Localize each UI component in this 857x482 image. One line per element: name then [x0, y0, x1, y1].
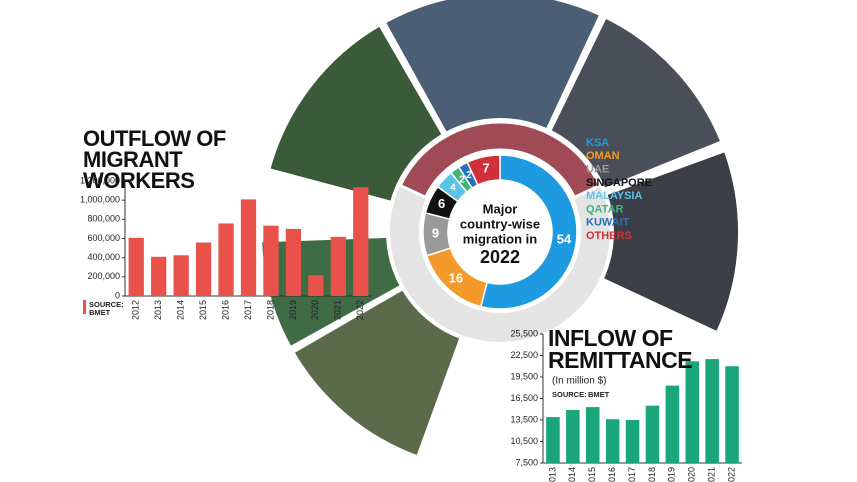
y-tick-label: 600,000 [87, 233, 120, 243]
legend-entry: QATAR [586, 203, 624, 215]
bar [546, 417, 560, 463]
x-tick-label: 2016 [607, 467, 617, 482]
x-tick-label: 2021 [707, 467, 717, 482]
x-tick-label: 2020 [687, 467, 697, 482]
x-tick-label: 2015 [198, 300, 208, 320]
bar [585, 407, 600, 463]
bar [625, 420, 640, 463]
legend-entry: SINGAPORE [586, 177, 652, 189]
bar [665, 385, 680, 463]
x-tick-label: 2019 [667, 467, 677, 482]
bar [195, 242, 212, 296]
x-tick-label: 2017 [243, 300, 253, 320]
source-marker [83, 300, 86, 314]
y-tick-label: 1,000,000 [80, 195, 120, 205]
bar [263, 225, 279, 296]
y-tick-label: 19,500 [510, 371, 538, 381]
x-tick-label: 2012 [131, 300, 141, 320]
segment-label: 9 [432, 225, 439, 240]
x-tick-label: 2017 [627, 467, 637, 482]
y-tick-label: 200,000 [87, 271, 120, 281]
y-tick-label: 25,500 [510, 328, 538, 338]
y-tick-label: 22,500 [510, 350, 538, 360]
y-tick-label: 1,200,000 [80, 175, 120, 185]
bar [685, 361, 700, 463]
source: BMET [588, 390, 610, 399]
x-tick-label: 2018 [265, 300, 275, 320]
source-label: SOURCE: [89, 300, 124, 309]
segment-label: 2 [459, 174, 465, 185]
x-tick-label: 2021 [333, 300, 343, 320]
legend-entry: OMAN [586, 150, 620, 162]
photo [598, 147, 742, 337]
photo [398, 120, 602, 200]
y-tick-label: 800,000 [87, 214, 120, 224]
y-tick-label: 13,500 [510, 414, 538, 424]
x-tick-label: 2013 [547, 467, 557, 482]
legend-entry: UAE [586, 164, 609, 176]
bar [330, 236, 346, 296]
outflow-title: OUTFLOW OF MIGRANT WORKERS [83, 126, 226, 193]
bar [705, 359, 719, 463]
y-tick-label: 10,500 [510, 436, 538, 446]
bar [128, 237, 144, 296]
x-tick-label: 2013 [153, 300, 163, 320]
x-tick-label: 2015 [587, 467, 597, 482]
bar [725, 366, 739, 463]
legend-entry: OTHERS [586, 230, 632, 242]
donut-segment [466, 154, 501, 186]
bar [645, 405, 660, 463]
bar [308, 275, 324, 296]
legend-entry: KUWAIT [586, 217, 630, 229]
bar [285, 228, 302, 296]
legend-entry: MALAYSIA [586, 190, 642, 202]
y-tick-label: 0 [115, 290, 120, 300]
x-tick-label: 2014 [567, 467, 577, 482]
source: BMET [89, 308, 111, 317]
center-text: migration in [463, 231, 537, 246]
x-tick-label: 2014 [176, 300, 186, 320]
center-text: Major [483, 201, 518, 216]
photo [380, 0, 605, 137]
subtitle: (In million $) [552, 376, 606, 387]
x-tick-label: 2022 [355, 300, 365, 320]
bar [566, 409, 580, 463]
photo [546, 13, 726, 193]
center-text: country-wise [460, 216, 540, 231]
segment-label: 6 [438, 196, 445, 211]
bar [151, 256, 167, 296]
y-tick-label: 400,000 [87, 252, 120, 262]
y-tick-label: 16,500 [510, 393, 538, 403]
segment-label: 16 [449, 270, 463, 285]
source-label: SOURCE: [552, 390, 587, 399]
donut-segment [479, 154, 578, 310]
bar [353, 187, 369, 296]
x-tick-label: 2020 [310, 300, 320, 320]
segment-label: 7 [482, 160, 489, 175]
x-tick-label: 2018 [647, 467, 657, 482]
bar [173, 255, 189, 296]
x-tick-label: 2016 [220, 300, 230, 320]
legend-entry: KSA [586, 137, 609, 149]
center-text: 2022 [480, 247, 520, 267]
segment-label: 54 [557, 232, 572, 247]
photo [265, 21, 447, 206]
segment-label: 4 [450, 182, 456, 193]
bar [605, 419, 620, 463]
x-tick-label: 2019 [288, 300, 298, 320]
segment-label: 2 [466, 170, 472, 181]
bar [218, 223, 234, 296]
y-tick-label: 7,500 [515, 457, 538, 467]
remittance-title: INFLOW OF REMITTANCE [548, 325, 693, 373]
x-tick-label: 2022 [726, 467, 736, 482]
photo [289, 285, 465, 461]
bar [240, 199, 257, 296]
